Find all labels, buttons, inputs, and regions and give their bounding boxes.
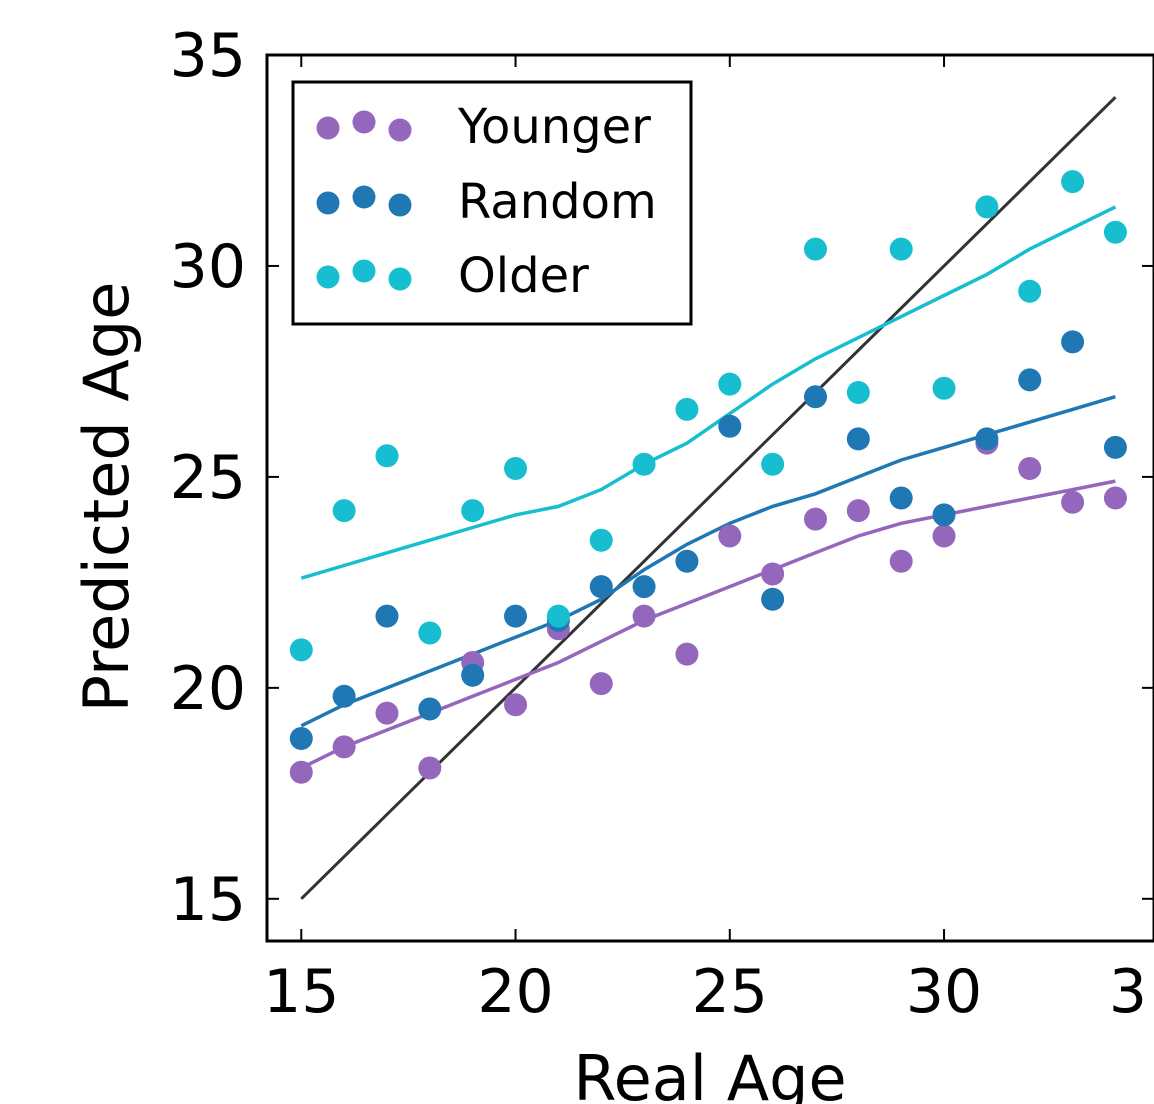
legend-marker xyxy=(352,185,376,209)
point-younger xyxy=(332,735,356,759)
point-random xyxy=(504,604,528,628)
point-random xyxy=(1061,330,1085,354)
plot-frame xyxy=(265,53,1154,943)
x-axis-label: Real Age xyxy=(573,1042,846,1104)
point-random xyxy=(461,663,485,687)
point-older xyxy=(418,621,442,645)
point-older xyxy=(461,499,485,523)
point-younger xyxy=(718,524,742,548)
y-tick-label: 15 xyxy=(170,865,246,935)
point-random xyxy=(718,414,742,438)
point-younger xyxy=(675,642,699,666)
y-axis-label: Predicted Age xyxy=(70,282,143,713)
point-older xyxy=(289,638,313,662)
point-random xyxy=(418,697,442,721)
point-older xyxy=(1018,279,1042,303)
point-older xyxy=(546,604,570,628)
point-older xyxy=(846,381,870,405)
point-older xyxy=(932,376,956,400)
point-random xyxy=(589,575,613,599)
point-random xyxy=(761,587,785,611)
legend-item-older: Older xyxy=(316,248,589,304)
point-younger xyxy=(889,549,913,573)
point-older xyxy=(332,499,356,523)
point-younger xyxy=(1103,486,1127,510)
legend-marker xyxy=(352,110,376,134)
point-younger xyxy=(932,524,956,548)
point-random xyxy=(803,385,827,409)
point-random xyxy=(932,503,956,527)
legend-marker xyxy=(316,265,340,289)
x-tick-label: 25 xyxy=(692,957,768,1027)
point-younger xyxy=(589,672,613,696)
point-younger xyxy=(632,604,656,628)
point-random xyxy=(975,427,999,451)
point-older xyxy=(889,237,913,261)
point-random xyxy=(889,486,913,510)
legend-marker xyxy=(388,267,412,291)
y-tick-label: 25 xyxy=(170,443,246,513)
point-older xyxy=(975,195,999,219)
point-older xyxy=(589,528,613,552)
x-tick-label: 15 xyxy=(263,957,339,1027)
point-random xyxy=(1103,435,1127,459)
point-random xyxy=(375,604,399,628)
legend-item-younger: Younger xyxy=(316,99,651,155)
point-older xyxy=(375,444,399,468)
point-younger xyxy=(1061,490,1085,514)
legend-item-random: Random xyxy=(316,174,657,230)
legend-label: Younger xyxy=(457,99,651,155)
point-random xyxy=(846,427,870,451)
x-tick-label: 20 xyxy=(477,957,553,1027)
point-younger xyxy=(418,756,442,780)
trend-line-older xyxy=(300,205,1117,580)
point-younger xyxy=(1018,456,1042,480)
point-random xyxy=(289,726,313,750)
point-random xyxy=(632,575,656,599)
y-tick-label: 35 xyxy=(170,21,246,91)
y-tick-label: 30 xyxy=(170,232,246,302)
point-older xyxy=(1061,170,1085,194)
point-younger xyxy=(761,562,785,586)
x-tick-label: 30 xyxy=(906,957,982,1027)
point-younger xyxy=(504,693,528,717)
point-older xyxy=(761,452,785,476)
legend-marker xyxy=(316,116,340,140)
x-tick-labels: 15 20 25 30 3 xyxy=(263,957,1147,1027)
data-points xyxy=(289,170,1127,784)
legend-marker xyxy=(316,191,340,215)
point-random xyxy=(1018,368,1042,392)
legend: Younger Random Older xyxy=(291,80,693,326)
point-older xyxy=(1103,220,1127,244)
point-younger xyxy=(375,701,399,725)
y-tick-labels: 15 20 25 30 35 xyxy=(170,21,246,935)
point-older xyxy=(718,372,742,396)
point-younger xyxy=(846,499,870,523)
point-older xyxy=(504,456,528,480)
point-older xyxy=(675,397,699,421)
legend-marker xyxy=(352,259,376,283)
point-random xyxy=(675,549,699,573)
y-tick-label: 20 xyxy=(170,654,246,724)
point-older xyxy=(803,237,827,261)
point-random xyxy=(332,684,356,708)
legend-marker xyxy=(388,193,412,217)
point-younger xyxy=(803,507,827,531)
legend-label: Random xyxy=(458,174,657,230)
legend-label: Older xyxy=(458,248,589,304)
x-tick-label: 3 xyxy=(1109,957,1147,1027)
point-younger xyxy=(289,760,313,784)
legend-marker xyxy=(388,118,412,142)
point-older xyxy=(632,452,656,476)
